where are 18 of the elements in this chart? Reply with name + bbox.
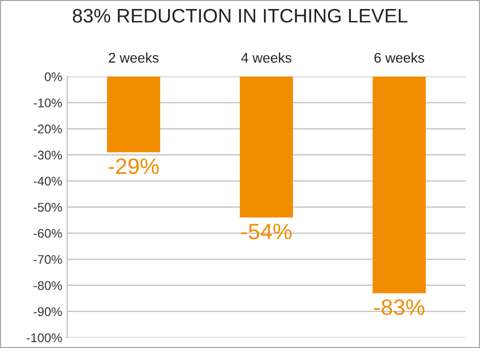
y-tick-label: -30% [34,150,62,160]
x-tick-label: 6 weeks [374,52,424,63]
y-tick-label: -40% [34,176,62,186]
data-label: -54% [241,224,292,240]
y-tick-label: -70% [34,255,62,264]
y-tick-label: -20% [34,124,62,134]
y-tick-label: -90% [34,307,62,316]
x-tick-label: 2 weeks [108,52,159,63]
data-label: -83% [374,299,424,316]
data-label: -29% [108,158,159,174]
y-tick-label: 0% [44,72,62,82]
chart-title: 83% REDUCTION IN ITCHING LEVEL [72,8,408,23]
y-tick-label: -10% [34,98,62,108]
y-tick-label: -60% [34,228,62,238]
y-tick-label: -80% [34,281,62,290]
y-tick-label: -100% [26,333,62,342]
y-tick-label: -50% [34,202,62,212]
x-tick-label: 4 weeks [241,52,292,63]
